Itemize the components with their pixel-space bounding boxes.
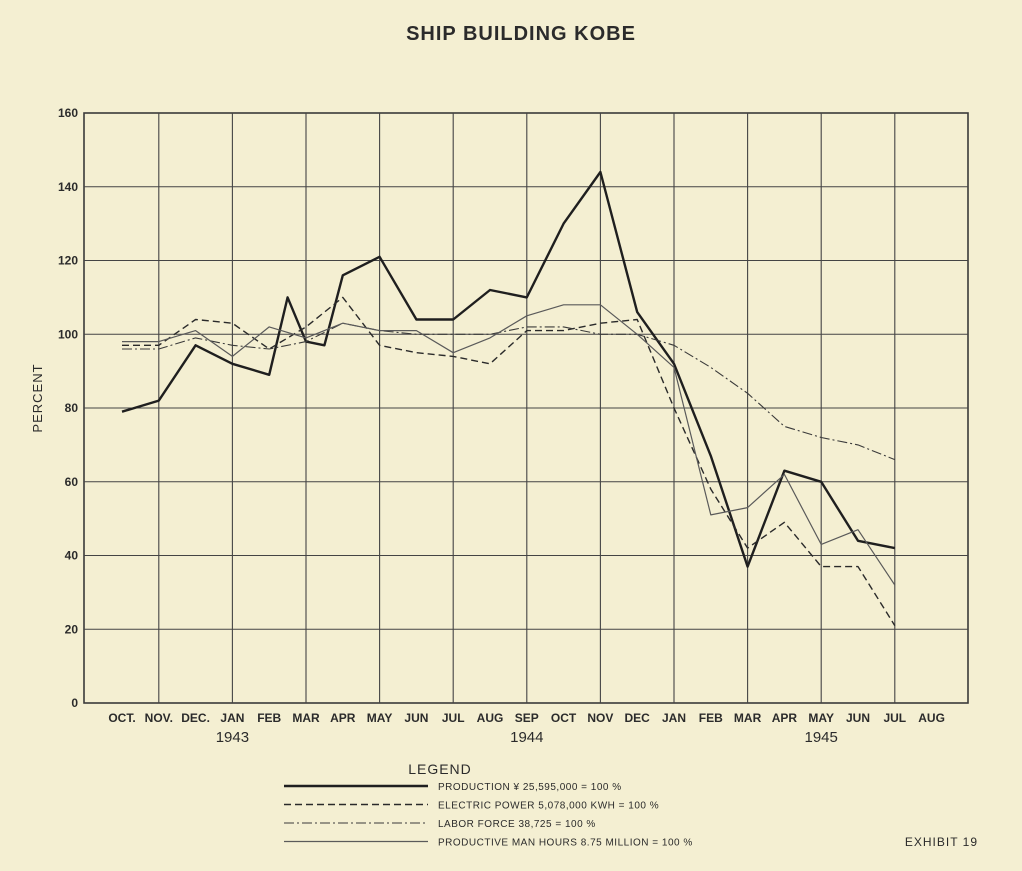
x-tick-label: AUG [477, 711, 504, 725]
series-line-solid-heavy [121, 170, 896, 568]
series-line-dashed [122, 296, 896, 626]
series-line-solid-thin [122, 304, 896, 586]
x-tick-label: FEB [699, 711, 723, 725]
x-tick-label: JUN [404, 711, 428, 725]
legend-title: LEGEND [408, 761, 472, 777]
x-tick-label: DEC [625, 711, 651, 725]
chart-title: SHIP BUILDING KOBE [406, 23, 636, 45]
x-tick-label: JAN [662, 711, 686, 725]
x-tick-label: MAR [734, 711, 762, 725]
x-tick-label: MAY [367, 711, 393, 725]
y-tick-label: 140 [58, 180, 78, 194]
y-tick-labels: 0 20 40 60 80 100 120 140 160 [58, 106, 78, 710]
x-tick-label: NOV. [145, 711, 173, 725]
year-label: 1944 [510, 729, 543, 746]
y-tick-label: 40 [65, 549, 79, 563]
legend: LEGEND PRODUCTION ¥ 25,595,000 = 100 % EL… [284, 761, 693, 849]
plot-grid [83, 112, 969, 704]
y-tick-label: 60 [65, 475, 79, 489]
x-tick-label: FEB [257, 711, 281, 725]
y-axis-label: PERCENT [30, 363, 45, 432]
x-tick-label: DEC. [181, 711, 210, 725]
x-tick-label: OCT [551, 711, 577, 725]
x-tick-label: NOV [587, 711, 613, 725]
x-tick-label: JAN [220, 711, 244, 725]
series-lines [121, 170, 896, 626]
series-line-dash-dot [122, 322, 896, 461]
y-tick-label: 0 [71, 696, 78, 710]
x-tick-label: APR [330, 711, 356, 725]
legend-label: LABOR FORCE 38,725 = 100 % [438, 819, 596, 830]
x-tick-label: JUL [883, 711, 906, 725]
y-tick-label: 120 [58, 254, 78, 268]
year-label: 1943 [216, 729, 249, 746]
y-tick-label: 20 [65, 622, 79, 636]
y-tick-label: 100 [58, 327, 78, 341]
x-tick-label: APR [772, 711, 798, 725]
x-tick-label: JUL [442, 711, 465, 725]
y-tick-label: 160 [58, 106, 78, 120]
year-labels: 1943 1944 1945 [216, 729, 838, 746]
exhibit-label: EXHIBIT 19 [905, 835, 978, 849]
legend-label: ELECTRIC POWER 5,078,000 KWH = 100 % [438, 801, 659, 812]
legend-label: PRODUCTION ¥ 25,595,000 = 100 % [438, 782, 622, 793]
legend-label: PRODUCTIVE MAN HOURS 8.75 MILLION = 100 … [438, 838, 693, 849]
x-tick-label: OCT. [108, 711, 135, 725]
year-label: 1945 [805, 729, 838, 746]
x-tick-label: MAY [808, 711, 834, 725]
x-tick-labels: OCT. NOV. DEC. JAN FEB MAR APR MAY JUN JUL AUG SEP O… [108, 711, 945, 725]
y-tick-label: 80 [65, 401, 79, 415]
x-tick-label: SEP [515, 711, 539, 725]
x-tick-label: JUN [846, 711, 870, 725]
x-tick-label: AUG [918, 711, 945, 725]
x-tick-label: MAR [292, 711, 320, 725]
